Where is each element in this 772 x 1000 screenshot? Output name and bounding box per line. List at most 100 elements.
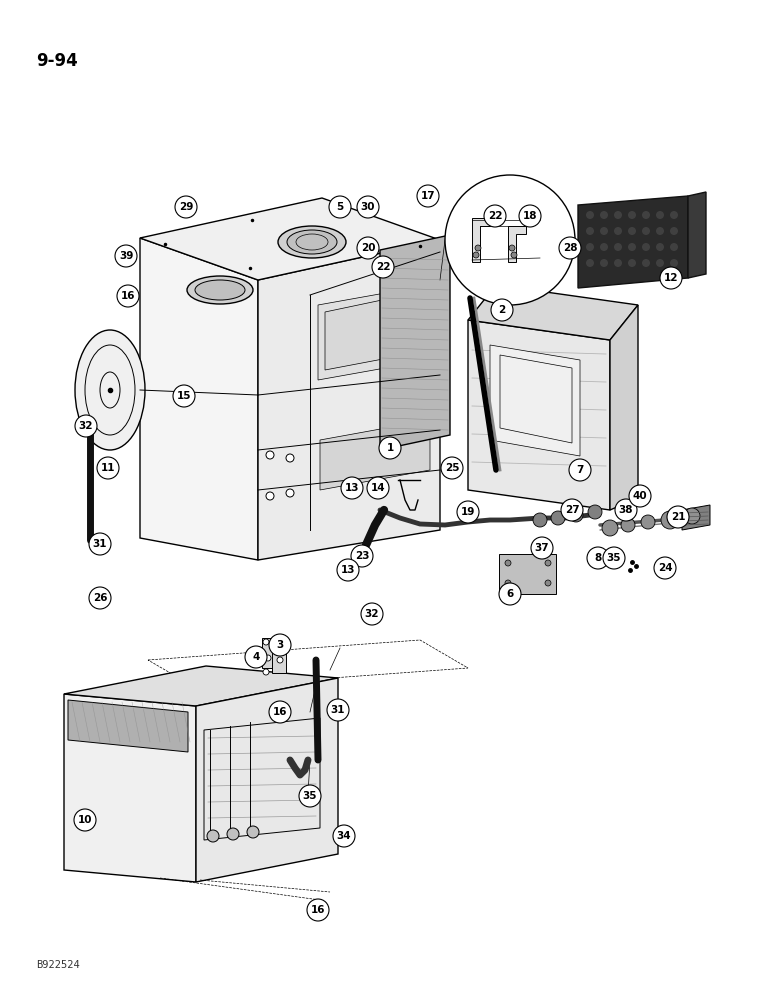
Circle shape xyxy=(621,518,635,532)
Text: 13: 13 xyxy=(340,565,355,575)
Text: 4: 4 xyxy=(252,652,259,662)
Circle shape xyxy=(533,513,547,527)
FancyBboxPatch shape xyxy=(272,643,286,673)
Circle shape xyxy=(379,437,401,459)
Circle shape xyxy=(614,243,622,251)
Circle shape xyxy=(600,259,608,267)
Circle shape xyxy=(89,533,111,555)
Polygon shape xyxy=(64,666,338,706)
Circle shape xyxy=(89,587,111,609)
Circle shape xyxy=(74,809,96,831)
Polygon shape xyxy=(468,285,638,340)
Circle shape xyxy=(545,560,551,566)
Text: 7: 7 xyxy=(577,465,584,475)
Circle shape xyxy=(277,657,283,663)
Circle shape xyxy=(357,237,379,259)
Circle shape xyxy=(265,655,271,661)
Circle shape xyxy=(299,785,321,807)
Circle shape xyxy=(175,196,197,218)
Circle shape xyxy=(628,211,636,219)
Circle shape xyxy=(441,457,463,479)
Circle shape xyxy=(266,492,274,500)
Circle shape xyxy=(661,511,679,529)
Circle shape xyxy=(327,699,349,721)
Circle shape xyxy=(361,603,383,625)
Text: 16: 16 xyxy=(311,905,325,915)
Text: 20: 20 xyxy=(361,243,375,253)
Text: 15: 15 xyxy=(177,391,191,401)
Circle shape xyxy=(337,559,359,581)
Circle shape xyxy=(286,454,294,462)
Polygon shape xyxy=(318,285,430,380)
Polygon shape xyxy=(325,292,420,370)
Circle shape xyxy=(667,506,689,528)
Text: 38: 38 xyxy=(618,505,633,515)
Circle shape xyxy=(628,227,636,235)
Circle shape xyxy=(511,252,517,258)
Circle shape xyxy=(341,477,363,499)
Circle shape xyxy=(602,520,618,536)
Text: 1: 1 xyxy=(386,443,394,453)
Text: 22: 22 xyxy=(376,262,391,272)
Circle shape xyxy=(660,267,682,289)
Circle shape xyxy=(588,505,602,519)
Circle shape xyxy=(329,196,351,218)
Circle shape xyxy=(614,259,622,267)
Circle shape xyxy=(275,642,281,648)
Circle shape xyxy=(586,227,594,235)
Text: 31: 31 xyxy=(93,539,107,549)
Circle shape xyxy=(505,560,511,566)
Circle shape xyxy=(457,501,479,523)
Circle shape xyxy=(509,245,515,251)
Circle shape xyxy=(586,259,594,267)
Text: 19: 19 xyxy=(461,507,476,517)
Text: 31: 31 xyxy=(330,705,345,715)
Text: 28: 28 xyxy=(563,243,577,253)
Ellipse shape xyxy=(278,226,346,258)
Text: 37: 37 xyxy=(535,543,550,553)
Circle shape xyxy=(670,211,678,219)
Circle shape xyxy=(656,211,664,219)
Circle shape xyxy=(307,899,329,921)
Circle shape xyxy=(569,459,591,481)
Polygon shape xyxy=(140,238,258,560)
Polygon shape xyxy=(258,240,440,560)
Circle shape xyxy=(642,227,650,235)
Circle shape xyxy=(247,826,259,838)
Circle shape xyxy=(569,508,583,522)
Circle shape xyxy=(642,211,650,219)
Text: 6: 6 xyxy=(506,589,513,599)
Text: 40: 40 xyxy=(633,491,647,501)
Text: 23: 23 xyxy=(355,551,369,561)
Circle shape xyxy=(333,825,355,847)
Circle shape xyxy=(269,701,291,723)
Ellipse shape xyxy=(75,330,145,450)
Circle shape xyxy=(600,243,608,251)
Polygon shape xyxy=(508,226,526,262)
Circle shape xyxy=(642,259,650,267)
Text: 35: 35 xyxy=(303,791,317,801)
Text: 34: 34 xyxy=(337,831,351,841)
Text: 32: 32 xyxy=(79,421,93,431)
Text: 27: 27 xyxy=(564,505,579,515)
FancyBboxPatch shape xyxy=(499,554,556,594)
Circle shape xyxy=(372,256,394,278)
Text: 32: 32 xyxy=(364,609,379,619)
Circle shape xyxy=(587,547,609,569)
Polygon shape xyxy=(380,235,450,450)
Circle shape xyxy=(286,489,294,497)
Circle shape xyxy=(559,237,581,259)
Circle shape xyxy=(656,243,664,251)
Circle shape xyxy=(545,580,551,586)
Circle shape xyxy=(266,451,274,459)
Circle shape xyxy=(600,211,608,219)
Circle shape xyxy=(499,583,521,605)
Circle shape xyxy=(117,285,139,307)
Circle shape xyxy=(417,185,439,207)
Circle shape xyxy=(551,511,565,525)
Text: 10: 10 xyxy=(78,815,92,825)
FancyBboxPatch shape xyxy=(262,638,276,668)
Circle shape xyxy=(505,580,511,586)
Circle shape xyxy=(531,537,553,559)
Ellipse shape xyxy=(187,276,253,304)
